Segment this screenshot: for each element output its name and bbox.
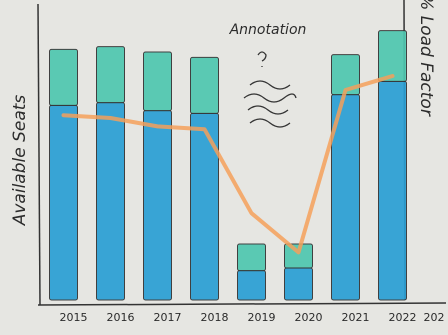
x-tick-label: 2019 [248,311,276,324]
annotation-scribble [243,51,297,128]
bar-segment [190,56,219,114]
load-factor-line [61,74,395,255]
bar-segment [96,102,125,301]
annotation: Annotation [229,22,307,38]
y-axis-label: Available Seats [10,95,30,227]
bar-segment [237,270,266,301]
bar-segment [96,46,125,104]
x-tick-label: 2018 [201,311,229,324]
bar-segment [143,110,172,301]
bar-segment [49,104,78,301]
bar-segment [143,51,172,112]
x-tick-label: 2022 [389,311,417,324]
x-tick-label: 2016 [107,311,135,324]
x-tick-label: 2020 [295,311,323,324]
x-tick-label: 2015 [60,311,88,324]
x-tick-label: 202 [424,311,445,324]
bar-segment [237,243,266,272]
y-axis [37,3,41,306]
bar-segment [190,112,219,301]
x-axis [37,302,447,306]
bar-segment [378,30,407,82]
x-tick-label: 2021 [342,311,370,324]
bar-segment [49,48,78,106]
bar-segment [378,80,407,301]
y2-axis-label: % Load Factor [416,0,436,117]
bar-segment [284,267,313,301]
x-tick-label: 2017 [154,311,182,324]
bar-segment [284,243,313,269]
